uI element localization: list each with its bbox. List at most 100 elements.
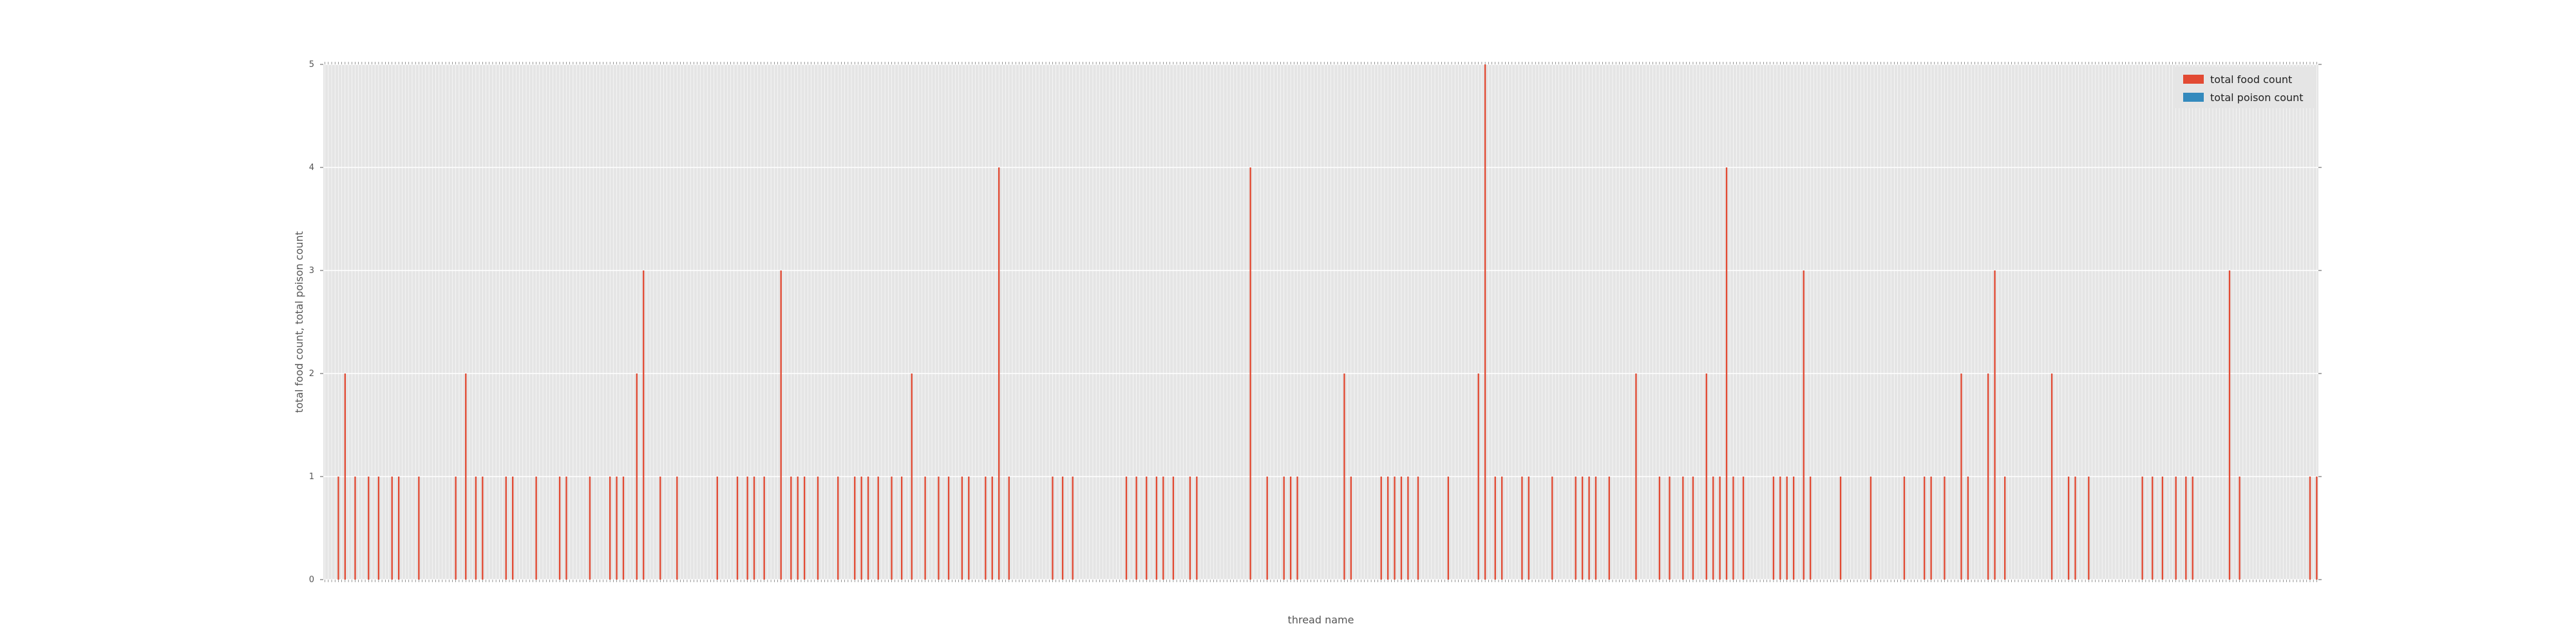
y-tick-label: 4	[309, 163, 314, 173]
bar	[1960, 374, 1962, 580]
y-tick-label: 3	[309, 266, 314, 276]
bar	[622, 477, 625, 580]
bar	[1725, 167, 1728, 580]
bar	[1575, 477, 1577, 580]
bar	[1494, 477, 1496, 580]
bar	[2141, 477, 2143, 580]
bar	[1008, 477, 1010, 580]
bar	[1719, 477, 1721, 580]
bar	[1792, 477, 1795, 580]
bar	[2192, 477, 2193, 580]
bar	[1343, 374, 1345, 580]
bar	[985, 477, 987, 580]
bar	[2088, 477, 2090, 580]
bar	[1249, 167, 1251, 580]
bar	[558, 477, 561, 580]
bar	[455, 477, 457, 580]
bar	[1930, 477, 1932, 580]
bar	[1350, 477, 1352, 580]
bar	[900, 477, 903, 580]
bar	[1283, 477, 1285, 580]
y-axis-label: total food count, total poison count	[293, 231, 305, 413]
bar	[1155, 477, 1158, 580]
legend-label-food: total food count	[2210, 73, 2292, 86]
bar	[797, 477, 799, 580]
bar	[854, 477, 856, 580]
bar	[2175, 477, 2177, 580]
legend: total food count total poison count	[2175, 67, 2316, 108]
bar	[961, 477, 963, 580]
bar-series	[337, 64, 2318, 580]
bar	[512, 477, 514, 580]
bar	[716, 477, 718, 580]
bar	[589, 477, 591, 580]
bar	[2161, 477, 2164, 580]
bar	[817, 477, 819, 580]
bar	[1635, 374, 1637, 580]
bar	[2050, 374, 2053, 580]
bar	[860, 477, 862, 580]
bar	[947, 477, 950, 580]
bar	[1588, 477, 1590, 580]
bar	[2004, 477, 2006, 580]
bar	[1380, 477, 1382, 580]
bar	[1924, 477, 1926, 580]
bar	[1779, 477, 1781, 580]
bar	[1289, 477, 1292, 580]
bar	[1189, 477, 1191, 580]
bar	[482, 477, 484, 580]
bar	[1669, 477, 1671, 580]
bar	[1839, 477, 1842, 580]
bar	[1967, 477, 1969, 580]
bar	[1196, 477, 1198, 580]
bar	[1551, 477, 1553, 580]
legend-swatch-food	[2183, 75, 2204, 84]
bar	[505, 477, 507, 580]
bar	[636, 374, 638, 580]
bar	[2239, 477, 2240, 580]
bar	[1581, 477, 1584, 580]
bar	[837, 477, 839, 580]
bar	[2074, 477, 2076, 580]
bar	[968, 477, 970, 580]
bar	[938, 477, 940, 580]
bar	[998, 167, 1000, 580]
bar	[891, 477, 893, 580]
bar	[1266, 477, 1268, 580]
bar	[1712, 477, 1714, 580]
bar	[643, 270, 645, 580]
bar	[418, 477, 420, 580]
bar	[535, 477, 537, 580]
bar	[609, 477, 611, 580]
y-axis-ticks: 0 1 2 3 4 5	[309, 60, 2322, 585]
bar	[1732, 477, 1734, 580]
bar	[1072, 477, 1074, 580]
bar	[1870, 477, 1872, 580]
bar	[780, 270, 782, 580]
bar	[1052, 477, 1054, 580]
bar	[736, 477, 739, 580]
bar	[1658, 477, 1661, 580]
bar	[1772, 477, 1775, 580]
bar	[1742, 477, 1745, 580]
bar	[2309, 477, 2311, 580]
bar	[753, 477, 755, 580]
bar	[1400, 477, 1403, 580]
bar	[746, 477, 748, 580]
bar	[1803, 270, 1804, 580]
bar	[368, 477, 370, 580]
bar	[344, 374, 346, 580]
bar	[991, 477, 993, 580]
bar	[1810, 477, 1812, 580]
bar	[1477, 374, 1479, 580]
bar	[565, 477, 567, 580]
bar	[1608, 477, 1610, 580]
bar	[1125, 477, 1128, 580]
legend-label-poison: total poison count	[2210, 91, 2304, 104]
x-axis-label: thread name	[1288, 614, 1354, 626]
y-tick-label: 0	[309, 575, 314, 585]
bar	[354, 477, 356, 580]
bar	[1528, 477, 1530, 580]
bar	[1061, 477, 1064, 580]
